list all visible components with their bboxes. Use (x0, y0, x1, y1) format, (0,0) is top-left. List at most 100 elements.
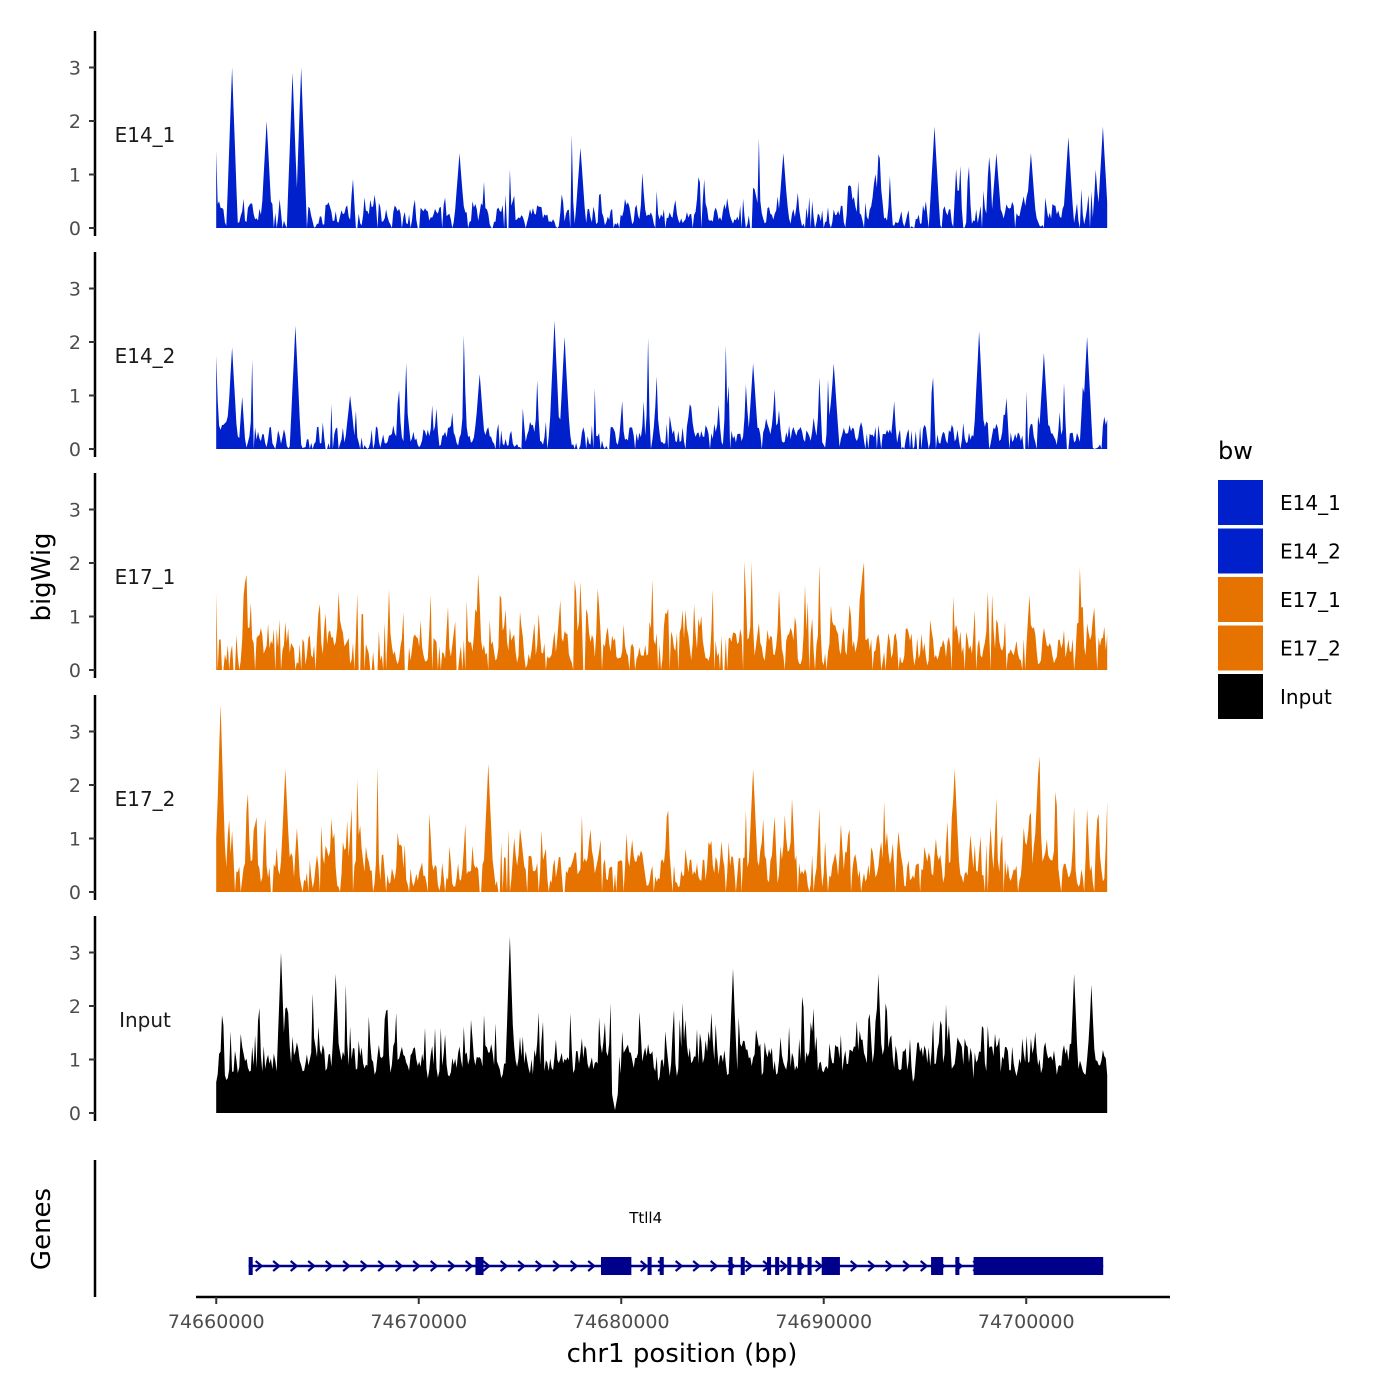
signal-area-e14-1 (216, 67, 1108, 228)
track-panel-e17-1: 0 1 2 3 E17_1 (69, 473, 1108, 682)
gene-name-label: Ttll4 (628, 1209, 662, 1227)
strand-arrow (744, 1260, 754, 1272)
y-tick-label: 0 (69, 218, 81, 240)
x-tick-label: 74700000 (978, 1311, 1075, 1333)
strand-arrow (692, 1260, 701, 1272)
track-label: E17_2 (115, 787, 176, 811)
x-axis-title: chr1 position (bp) (567, 1339, 798, 1369)
exon (821, 1257, 840, 1275)
strand-arrow (709, 1260, 719, 1272)
track-label: E17_1 (115, 565, 176, 589)
signal-area-input (216, 936, 1108, 1113)
y-tick-label: 2 (69, 111, 81, 133)
y-tick-label: 1 (69, 386, 81, 408)
y-tick-label: 0 (69, 660, 81, 682)
strand-arrow (342, 1260, 351, 1272)
strand-arrow (289, 1260, 299, 1272)
legend-title: bw (1218, 437, 1253, 465)
genes-track-label: Genes (27, 1188, 57, 1270)
strand-arrow (569, 1260, 579, 1272)
strand-arrow (412, 1260, 421, 1272)
y-tick-label: 3 (69, 943, 81, 965)
x-tick-label: 74690000 (775, 1311, 872, 1333)
exon (775, 1257, 780, 1275)
legend-label-e14-1: E14_1 (1280, 491, 1341, 515)
signal-area-e17-1 (216, 561, 1108, 670)
legend-label-e14-2: E14_2 (1280, 540, 1341, 564)
strand-arrow (849, 1260, 859, 1272)
exon (931, 1257, 944, 1275)
legend: bw E14_1 E14_2 E17_1 E17_2 Input (1218, 437, 1341, 719)
track-panels: 0 1 2 3 E14_1 0 1 2 3 E14_2 0 1 2 3 E17_1 0 1 2 3 E17_2 0 1 2 3… (69, 31, 1108, 1125)
strand-arrow (587, 1260, 596, 1272)
y-tick-label: 1 (69, 1050, 81, 1072)
exon (740, 1257, 745, 1275)
strand-arrow (377, 1260, 386, 1272)
y-tick-label: 3 (69, 500, 81, 522)
legend-swatch-input (1218, 674, 1263, 719)
exon (973, 1257, 1104, 1275)
exon (248, 1257, 253, 1275)
y-tick-label: 0 (69, 1103, 81, 1125)
x-axis: 74660000 74670000 74680000 74690000 74700000 (168, 1295, 1170, 1333)
exon (807, 1257, 812, 1275)
strand-arrow (307, 1260, 316, 1272)
strand-arrow (447, 1260, 456, 1272)
exon (659, 1257, 664, 1275)
track-panel-e14-1: 0 1 2 3 E14_1 (69, 31, 1108, 240)
y-tick-label: 1 (69, 829, 81, 851)
track-label: E14_2 (115, 344, 176, 368)
strand-arrow (499, 1260, 509, 1272)
strand-arrow (359, 1260, 369, 1272)
legend-swatch-e17-2 (1218, 625, 1263, 671)
y-tick-label: 2 (69, 996, 81, 1018)
y-tick-label: 1 (69, 607, 81, 629)
strand-arrow (254, 1260, 264, 1272)
strand-arrow (674, 1260, 684, 1272)
track-panel-e14-2: 0 1 2 3 E14_2 (69, 252, 1108, 461)
y-axis-title: bigWig (27, 532, 57, 621)
genes-track: Ttll4 (93, 1160, 1104, 1297)
exon (767, 1257, 772, 1275)
strand-arrow (639, 1260, 649, 1272)
strand-arrow (534, 1260, 544, 1272)
exon (797, 1257, 802, 1275)
strand-arrow (779, 1260, 789, 1272)
track-label: E14_1 (115, 123, 176, 147)
legend-label-input: Input (1280, 685, 1332, 709)
strand-arrow (464, 1260, 474, 1272)
track-panel-e17-2: 0 1 2 3 E17_2 (69, 695, 1108, 904)
track-panel-input: 0 1 2 3 Input (69, 916, 1108, 1125)
strand-arrow (552, 1260, 561, 1272)
y-tick-label: 0 (69, 439, 81, 461)
exon (787, 1257, 792, 1275)
legend-label-e17-1: E17_1 (1280, 588, 1341, 612)
strand-arrow (324, 1260, 334, 1272)
x-tick-label: 74660000 (168, 1311, 265, 1333)
strand-arrow (814, 1260, 824, 1272)
legend-label-e17-2: E17_2 (1280, 637, 1341, 661)
exon (728, 1257, 733, 1275)
y-tick-label: 2 (69, 553, 81, 575)
exon (475, 1257, 484, 1275)
track-label: Input (119, 1008, 171, 1032)
strand-arrow (272, 1260, 281, 1272)
y-tick-label: 2 (69, 332, 81, 354)
strand-arrow (919, 1260, 929, 1272)
exon (600, 1257, 632, 1275)
legend-swatch-e14-1 (1218, 480, 1263, 525)
y-tick-label: 3 (69, 279, 81, 301)
y-tick-label: 1 (69, 165, 81, 187)
signal-area-e17-2 (216, 704, 1108, 892)
strand-arrow (902, 1260, 911, 1272)
y-tick-label: 0 (69, 882, 81, 904)
y-tick-label: 2 (69, 775, 81, 797)
strand-arrow (884, 1260, 894, 1272)
legend-swatch-e14-2 (1218, 528, 1263, 574)
y-tick-label: 3 (69, 58, 81, 80)
strand-arrow (482, 1260, 491, 1272)
x-tick-label: 74680000 (573, 1311, 670, 1333)
legend-swatch-e17-1 (1218, 577, 1263, 622)
x-tick-label: 74670000 (370, 1311, 467, 1333)
y-tick-label: 3 (69, 722, 81, 744)
